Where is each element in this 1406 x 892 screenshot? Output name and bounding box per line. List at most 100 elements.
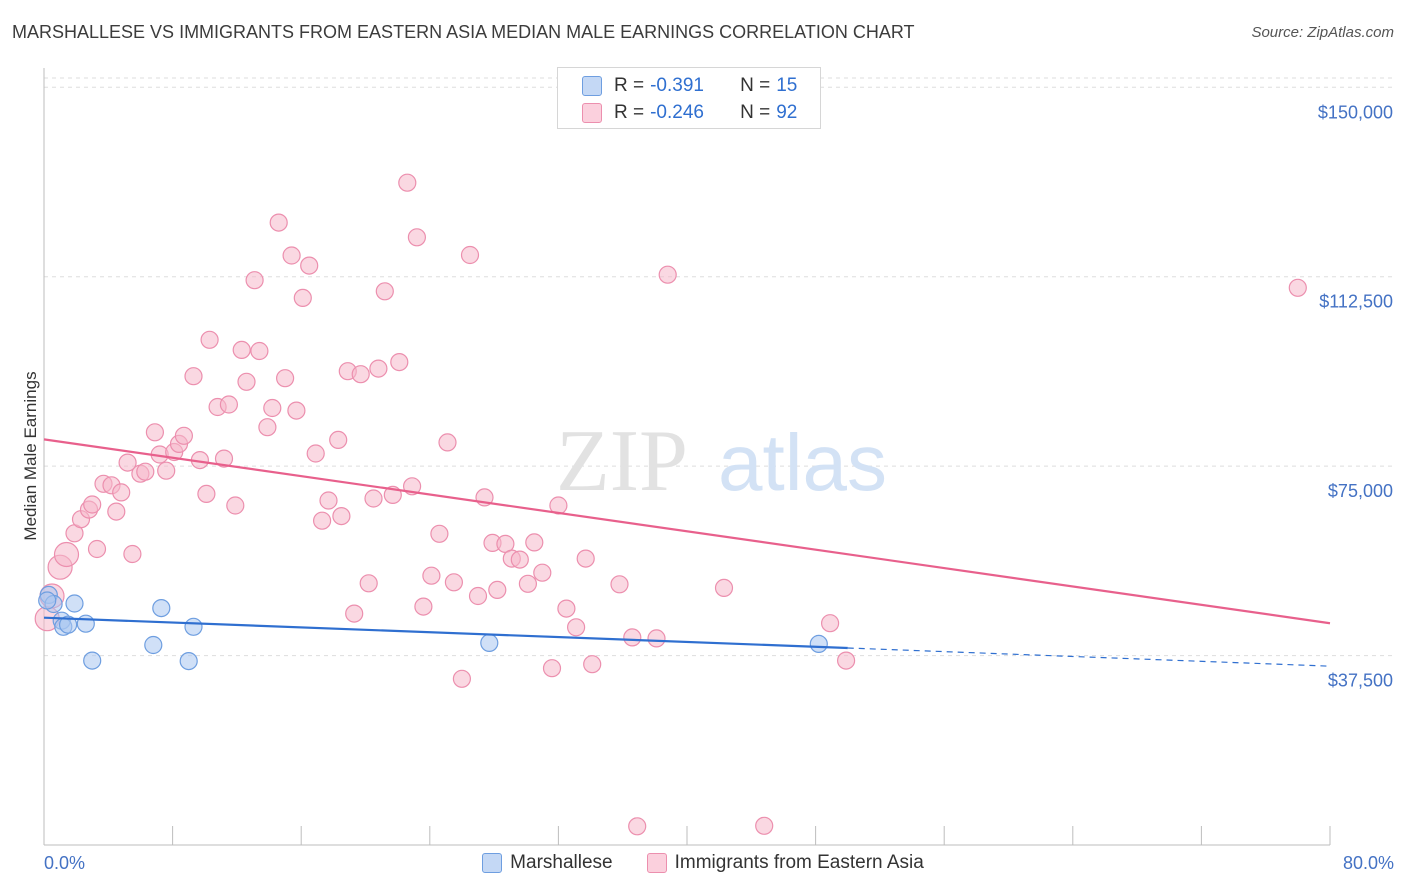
immigrants-swatch	[582, 103, 602, 123]
immigrants-point	[332, 506, 351, 526]
marshallese-swatch	[582, 76, 602, 96]
x-tick-label: 0.0%	[44, 853, 85, 873]
immigrants-point	[269, 213, 288, 232]
immigrants-point	[83, 495, 102, 514]
immigrants-point	[250, 341, 269, 361]
immigrants-point	[197, 484, 216, 503]
immigrants-point	[112, 483, 131, 502]
legend-item-marshallese: Marshallese	[482, 852, 613, 874]
immigrants-point	[714, 578, 734, 598]
immigrants-point	[123, 544, 142, 564]
immigrants-point	[118, 453, 137, 472]
immigrants-point	[533, 563, 552, 582]
legend-swatch-marshallese	[482, 853, 503, 873]
legend-item-immigrants: Immigrants from Eastern Asia	[646, 852, 924, 874]
marshallese-point	[152, 598, 171, 618]
immigrants-point	[390, 353, 409, 372]
chart-title: MARSHALLESE VS IMMIGRANTS FROM EASTERN A…	[12, 22, 915, 42]
immigrants-point	[557, 599, 576, 618]
immigrants-point	[258, 418, 277, 437]
r-label: R =	[614, 75, 645, 96]
marshallese-trend-extension	[847, 647, 1331, 667]
immigrants-point	[430, 524, 449, 543]
grid-layer	[44, 77, 1395, 657]
trend-layer	[43, 438, 1331, 667]
immigrants-point	[276, 369, 295, 388]
n-value: 92	[776, 102, 798, 123]
immigrants-point	[287, 401, 306, 420]
y-tick-label: $150,000	[1318, 102, 1393, 122]
immigrants-point	[136, 462, 155, 481]
immigrants-point	[452, 669, 471, 688]
legend-swatch-immigrants	[646, 853, 667, 873]
marshallese-point	[184, 617, 203, 636]
marshallese-point	[76, 614, 95, 633]
points-layer	[34, 173, 1307, 836]
immigrants-point	[226, 496, 245, 515]
immigrants-point	[658, 265, 677, 284]
legend-label-immigrants: Immigrants from Eastern Asia	[674, 852, 924, 873]
immigrants-point	[1288, 278, 1307, 297]
immigrants-point	[53, 541, 80, 568]
immigrants-point	[329, 430, 348, 449]
marshallese-point	[38, 591, 57, 610]
immigrants-point	[345, 604, 364, 623]
immigrants-point	[364, 489, 383, 508]
immigrants-trend-line	[43, 438, 1331, 625]
y-tick-label: $37,500	[1328, 671, 1393, 691]
r-value: -0.246	[650, 102, 704, 123]
n-label: N =	[740, 75, 771, 96]
immigrants-point	[300, 256, 319, 275]
n-value: 15	[776, 75, 798, 96]
immigrants-point	[398, 173, 417, 192]
immigrants-point	[518, 574, 538, 593]
immigrants-point	[232, 340, 251, 359]
marshallese-trend-line	[43, 616, 848, 650]
immigrants-point	[282, 246, 301, 265]
watermark: ZIP atlas	[556, 413, 887, 510]
watermark-zip: ZIP	[556, 413, 688, 510]
immigrants-point	[184, 367, 203, 386]
marshallese-point	[144, 635, 163, 655]
marshallese-point	[179, 651, 198, 671]
immigrants-point	[237, 372, 256, 391]
immigrants-point	[174, 426, 193, 445]
immigrants-point	[566, 618, 586, 637]
immigrants-point	[755, 816, 774, 835]
y-tick-label: $112,500	[1319, 292, 1393, 312]
immigrants-point	[407, 228, 426, 247]
marshallese-point	[65, 594, 84, 613]
marshallese-point	[83, 651, 102, 670]
immigrants-point	[375, 282, 394, 301]
immigrants-point	[422, 566, 441, 585]
immigrants-point	[510, 550, 529, 569]
immigrants-point	[414, 597, 433, 616]
immigrants-point	[836, 651, 856, 670]
x-tick-label: 80.0%	[1343, 853, 1394, 873]
immigrants-point	[628, 817, 647, 836]
bottom-legend: Marshallese Immigrants from Eastern Asia	[0, 852, 1406, 874]
immigrants-point	[359, 574, 378, 593]
r-value: -0.391	[650, 75, 704, 96]
immigrants-point	[468, 586, 488, 606]
immigrants-point	[438, 433, 457, 452]
marshallese-point	[809, 634, 828, 654]
immigrants-point	[610, 575, 629, 594]
marshallese-point	[58, 615, 78, 634]
y-tick-label: $75,000	[1328, 481, 1393, 501]
immigrants-point	[245, 271, 264, 290]
immigrants-point	[157, 461, 176, 480]
label-layer: Median Male Earnings $150,000 $112,500 $75…	[21, 102, 1394, 873]
immigrants-point	[87, 539, 107, 559]
immigrants-point	[214, 449, 234, 468]
immigrants-point	[351, 365, 370, 384]
chart-source: Source: ZipAtlas.com	[1251, 24, 1394, 41]
immigrants-point	[263, 398, 282, 418]
immigrants-point	[319, 491, 338, 510]
immigrants-point	[460, 245, 480, 265]
watermark-atlas: atlas	[718, 418, 887, 507]
immigrants-point	[525, 533, 544, 552]
immigrants-point	[583, 655, 602, 674]
immigrants-point	[623, 628, 642, 647]
